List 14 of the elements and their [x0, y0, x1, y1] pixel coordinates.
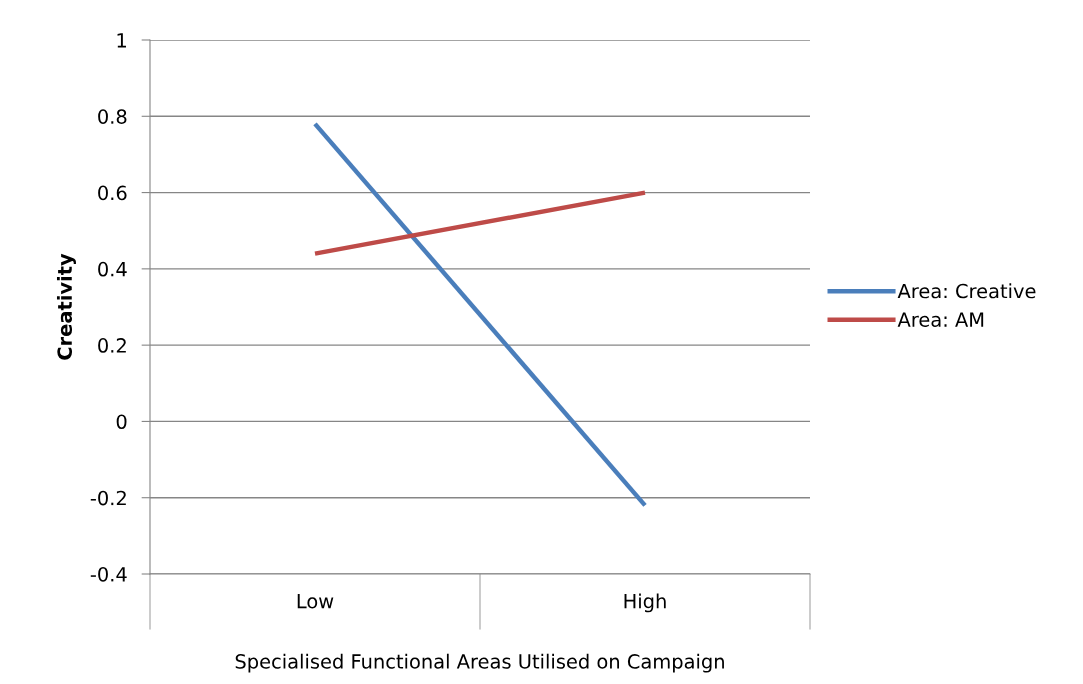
y-tick-label: 1: [117, 33, 126, 48]
x-tick-label: Low: [297, 594, 334, 609]
y-tick-label: -0.4: [90, 566, 127, 582]
y-tick-label: 0.2: [98, 338, 126, 353]
y-tick-label: 0.6: [98, 185, 127, 201]
y-tick-label: -0.2: [90, 490, 126, 506]
y-tick-label: 0.4: [98, 261, 127, 277]
y-tick-label: 0.8: [98, 109, 127, 124]
y-axis-title: Creativity: [56, 253, 76, 360]
x-axis-title: Specialised Functional Areas Utilised on Campaign: [235, 653, 724, 673]
x-tick-label: High: [624, 593, 666, 613]
legend-label: Area: AM: [897, 312, 984, 327]
y-tick-label: 0: [116, 414, 127, 430]
legend-label: Area: Creative: [897, 283, 1036, 299]
